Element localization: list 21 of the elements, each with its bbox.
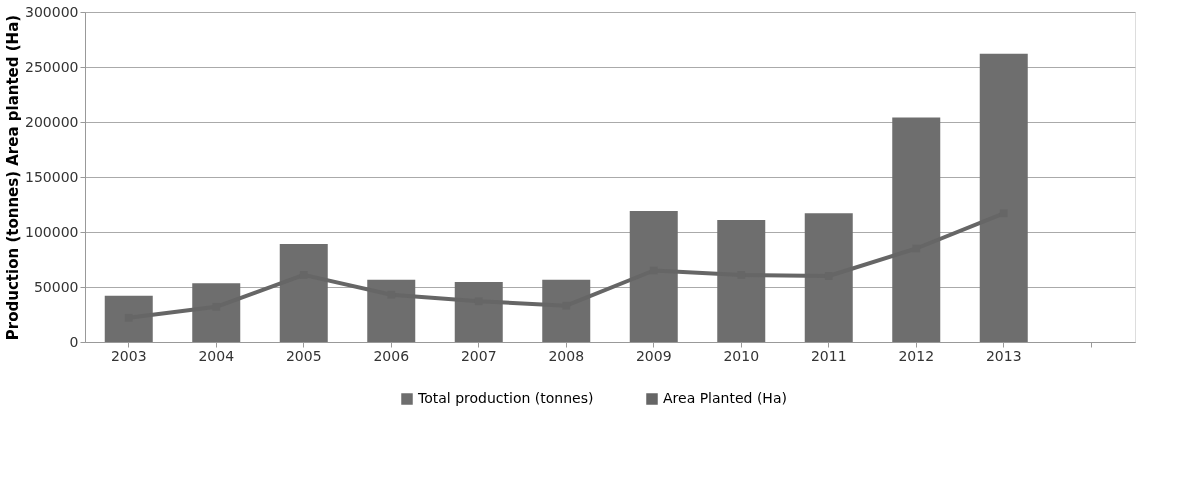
- x-tick-label: 2012: [898, 347, 935, 364]
- x-tick-label: 2007: [460, 347, 497, 364]
- y-tick-label: 50000: [33, 278, 79, 295]
- y-tick-label: 100000: [25, 223, 79, 240]
- y-tick-label: 250000: [25, 58, 79, 75]
- y-tick-label: 0: [69, 333, 79, 350]
- x-tick-label: 2006: [373, 347, 410, 364]
- y-tick-label: 300000: [25, 3, 79, 20]
- x-tick-label: 2004: [198, 347, 235, 364]
- y-axis-title: Production (tonnes) Area planted (Ha): [4, 14, 23, 341]
- x-tick-label: 2009: [635, 347, 672, 364]
- x-tick-label: 2010: [723, 347, 760, 364]
- y-tick-label: 150000: [25, 168, 79, 185]
- x-tick-label: 2005: [285, 347, 322, 364]
- legend-label: Area Planted (Ha): [663, 390, 787, 406]
- legend-label: Total production (tonnes): [417, 390, 594, 406]
- x-tick-label: 2003: [110, 347, 147, 364]
- x-tick-label: 2011: [810, 347, 847, 364]
- x-tick-label: 2008: [548, 347, 585, 364]
- y-tick-label: 200000: [25, 113, 79, 130]
- x-tick-label: 2013: [985, 347, 1022, 364]
